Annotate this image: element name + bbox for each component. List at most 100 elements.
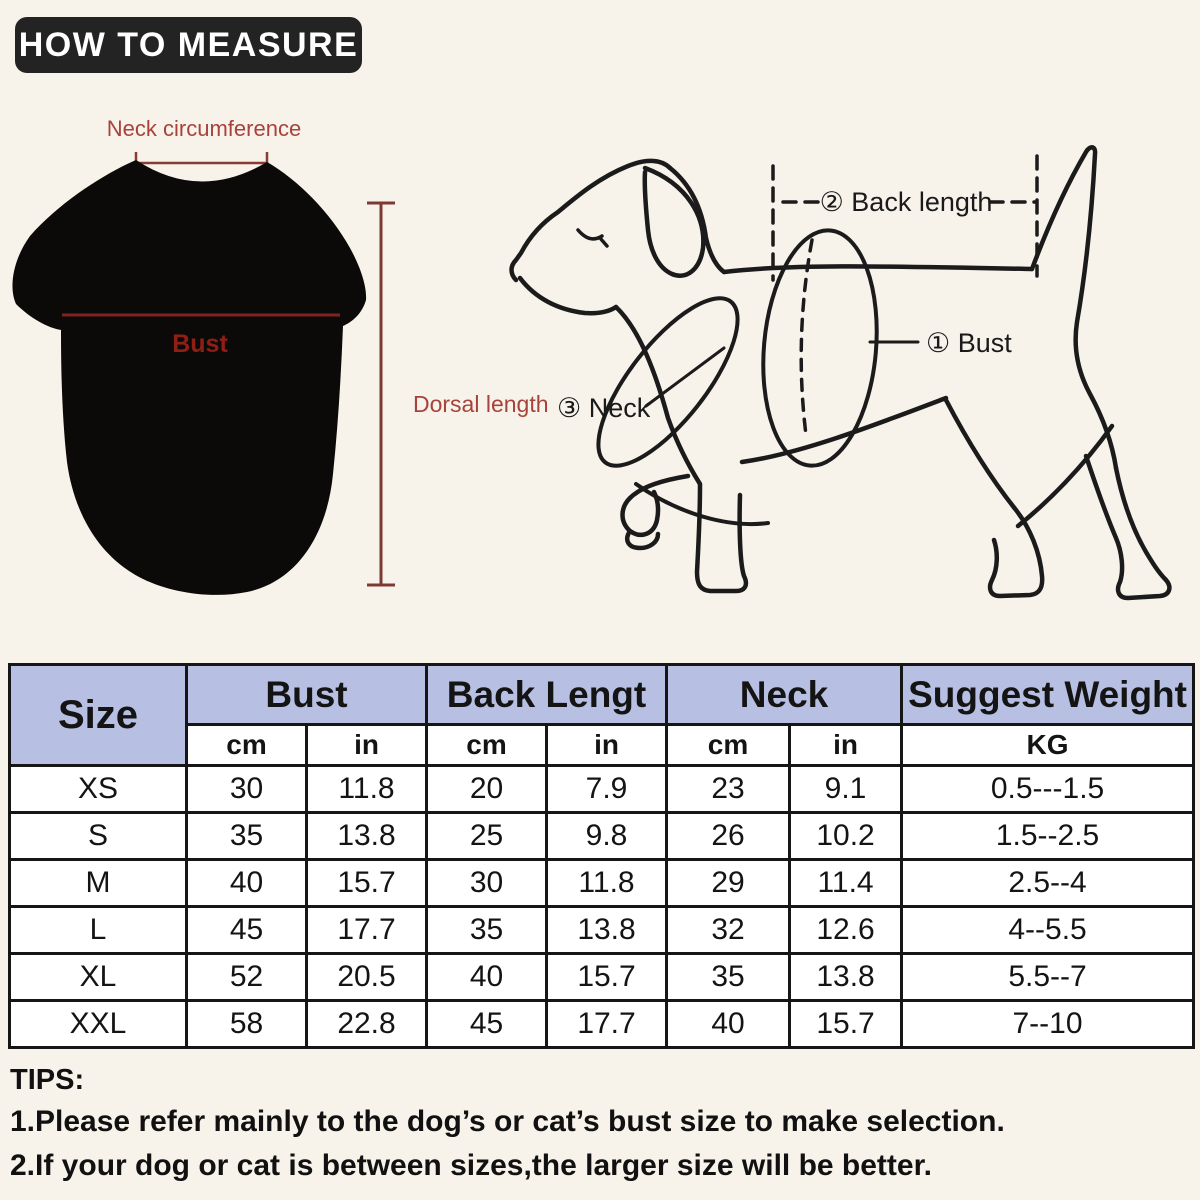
table-cell: 11.8 [545, 858, 669, 908]
tips-heading: TIPS: [10, 1064, 85, 1096]
table-cell: 40 [665, 999, 792, 1049]
size-cell: XXL [8, 999, 188, 1049]
table-cell: 40 [185, 858, 308, 908]
size-cell: XL [8, 952, 188, 1002]
unit-cell: cm [185, 723, 308, 767]
table-cell: 10.2 [788, 811, 904, 861]
table-cell: 32 [665, 905, 792, 955]
dog-ear [642, 165, 706, 278]
neck-measure-line [134, 152, 269, 174]
table-cell: 12.6 [788, 905, 904, 955]
table-row-xs: XS 30 11.8 20 7.9 23 9.1 0.5---1.5 [8, 764, 1196, 814]
table-cell: 20.5 [304, 952, 429, 1002]
table-cell: 30 [425, 858, 549, 908]
dog-head-outline [509, 158, 673, 283]
table-cell: 45 [425, 999, 549, 1049]
size-column-header: Size [8, 663, 188, 767]
size-cell: M [8, 858, 188, 908]
unit-cell: in [545, 723, 669, 767]
table-cell: 7.9 [545, 764, 669, 814]
dog-tail [1029, 145, 1119, 471]
garment-bottom-edge [634, 482, 770, 526]
neck-group-header: Neck [665, 663, 904, 726]
table-cell: 17.7 [304, 905, 429, 955]
back-length-group-header: Back Lengt [425, 663, 669, 726]
table-cell: 22.8 [304, 999, 429, 1049]
table-cell: 11.4 [788, 858, 904, 908]
table-group-header-row: Size Bust Back Lengt Neck Suggest Weight [8, 663, 1196, 767]
table-cell: 40 [425, 952, 549, 1002]
table-row-s: S 35 13.8 25 9.8 26 10.2 1.5--2.5 [8, 811, 1196, 861]
unit-cell: in [788, 723, 904, 767]
table-cell: 52 [185, 952, 308, 1002]
shirt-diagram: Neck circumference Bust Dorsal length [12, 116, 549, 595]
table-cell: 35 [185, 811, 308, 861]
tips-section: TIPS: 1.Please refer mainly to the dog’s… [8, 1064, 1198, 1193]
dog-hind-leg-far [1083, 453, 1172, 601]
table-cell: 29 [665, 858, 792, 908]
table-cell: 11.8 [304, 764, 429, 814]
table-row-m: M 40 15.7 30 11.8 29 11.4 2.5--4 [8, 858, 1196, 908]
table-cell: 1.5--2.5 [900, 811, 1196, 861]
unit-cell: cm [425, 723, 549, 767]
neck-measure-ellipse [596, 296, 740, 468]
dog-neck-label: ③ Neck [557, 393, 651, 423]
size-cell: L [8, 905, 188, 955]
dog-eye [576, 228, 609, 248]
table-row-xxl: XXL 58 22.8 45 17.7 40 15.7 7--10 [8, 999, 1196, 1049]
neck-leader-line [644, 346, 726, 408]
size-cell: XS [8, 764, 188, 814]
table-cell: 5.5--7 [900, 952, 1196, 1002]
table-cell: 15.7 [304, 858, 429, 908]
table-unit-row: cm in cm in cm in KG [10, 723, 1196, 767]
dog-belly [739, 395, 949, 465]
dog-back-length-label: ② Back length [820, 187, 993, 217]
dorsal-measure-line [367, 201, 395, 587]
table-cell: 13.8 [788, 952, 904, 1002]
table-cell: 4--5.5 [900, 905, 1196, 955]
shirt-bust-label: Bust [172, 330, 228, 358]
dog-jaw [517, 275, 619, 316]
shirt-neck-label: Neck circumference [107, 116, 301, 141]
table-cell: 2.5--4 [900, 858, 1196, 908]
table-cell: 17.7 [545, 999, 669, 1049]
table-cell: 23 [665, 764, 792, 814]
table-cell: 0.5---1.5 [900, 764, 1196, 814]
table-row-xl: XL 52 20.5 40 15.7 35 13.8 5.5--7 [8, 952, 1196, 1002]
table-row-l: L 45 17.7 35 13.8 32 12.6 4--5.5 [8, 905, 1196, 955]
table-cell: 58 [185, 999, 308, 1049]
unit-cell: KG [900, 723, 1196, 767]
table-cell: 35 [665, 952, 792, 1002]
shirt-silhouette [12, 160, 367, 595]
size-table: Size Bust Back Lengt Neck Suggest Weight… [8, 663, 1196, 1049]
table-cell: 35 [425, 905, 549, 955]
bust-group-header: Bust [184, 663, 429, 726]
size-cell: S [8, 811, 188, 861]
dog-chest [613, 304, 703, 487]
table-cell: 15.7 [545, 952, 669, 1002]
table-cell: 45 [185, 905, 308, 955]
page-title: HOW TO MEASURE [15, 17, 362, 73]
dog-neck-back [667, 165, 727, 275]
dog-raised-leg [620, 473, 691, 537]
dog-diagram [509, 145, 1172, 601]
dog-back [721, 264, 1035, 275]
bust-ellipse-dashed-center [799, 238, 814, 437]
unit-cell: cm [665, 723, 792, 767]
bust-measure-ellipse [761, 228, 879, 468]
table-cell: 20 [425, 764, 549, 814]
table-cell: 7--10 [900, 999, 1196, 1049]
dog-thigh-line [1015, 423, 1115, 529]
back-length-guides [771, 154, 1039, 282]
weight-group-header: Suggest Weight [900, 663, 1196, 726]
shirt-dorsal-label: Dorsal length [413, 391, 549, 417]
table-cell: 15.7 [788, 999, 904, 1049]
dog-bust-label: ① Bust [926, 328, 1012, 358]
table-cell: 9.8 [545, 811, 669, 861]
table-cell: 13.8 [304, 811, 429, 861]
dog-front-leg [694, 482, 749, 594]
unit-cell: in [304, 723, 429, 767]
table-cell: 9.1 [788, 764, 904, 814]
table-cell: 25 [425, 811, 549, 861]
